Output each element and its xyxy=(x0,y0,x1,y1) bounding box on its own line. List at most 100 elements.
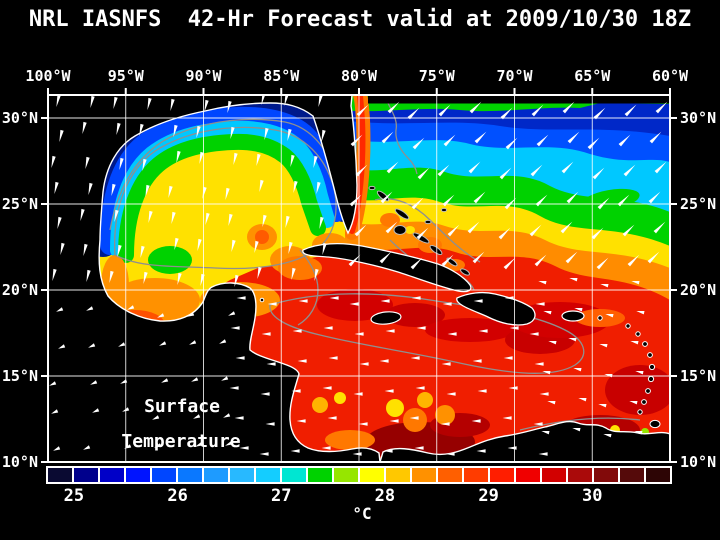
vector-arrow xyxy=(313,155,318,168)
vector-arrow xyxy=(316,181,321,194)
vector-arrow xyxy=(168,185,173,198)
vector-arrow xyxy=(117,244,122,257)
vector-arrow xyxy=(284,95,289,106)
vector-arrow xyxy=(417,167,430,180)
vector-arrow xyxy=(548,341,557,345)
vector-arrow xyxy=(587,137,600,150)
vector-arrow xyxy=(603,434,612,438)
vector-arrow xyxy=(573,368,582,372)
colorbar-cell xyxy=(490,468,514,482)
vector-arrow xyxy=(535,194,548,207)
colorbar-cell xyxy=(256,468,280,482)
lat-tick-label-right: 10°N xyxy=(680,453,716,471)
vector-arrow xyxy=(322,386,332,390)
vector-arrow xyxy=(354,332,364,336)
vector-arrow xyxy=(635,371,644,375)
vector-arrow xyxy=(118,342,126,347)
vector-arrow xyxy=(350,134,363,147)
vector-arrow xyxy=(234,274,239,287)
vector-arrow xyxy=(533,422,543,426)
vector-arrow xyxy=(285,215,290,228)
colorbar-cell xyxy=(620,468,644,482)
vector-arrow xyxy=(441,254,454,267)
vector-arrow xyxy=(124,444,132,449)
colorbar-cell xyxy=(516,468,540,482)
vector-arrow xyxy=(648,191,661,204)
vector-arrow xyxy=(636,311,645,315)
vector-arrow xyxy=(562,101,575,114)
vector-arrow xyxy=(438,104,451,117)
colorbar-cell xyxy=(178,468,202,482)
vector-arrow xyxy=(441,362,451,366)
vector-arrow xyxy=(298,299,308,303)
vector-arrow xyxy=(329,296,339,300)
vector-arrow xyxy=(254,240,259,253)
vector-arrow xyxy=(318,95,323,107)
lon-tick-label: 95°W xyxy=(108,67,145,85)
vector-arrow xyxy=(530,164,543,177)
vector-arrow xyxy=(476,449,486,453)
vector-arrow xyxy=(600,284,609,288)
vector-arrow xyxy=(384,389,394,393)
vector-arrow xyxy=(468,161,481,174)
vector-arrow xyxy=(262,214,267,227)
colorbar-cell xyxy=(152,468,176,482)
wind-arrows xyxy=(49,95,668,456)
vector-arrow xyxy=(631,281,640,285)
islands-lesser-antilles xyxy=(259,297,661,429)
vector-arrow xyxy=(508,386,518,390)
vector-arrow xyxy=(386,161,399,174)
vector-arrow xyxy=(565,251,578,264)
vector-arrow xyxy=(387,101,400,114)
vector-arrow xyxy=(323,326,333,330)
vector-arrow xyxy=(225,187,230,200)
vector-arrow xyxy=(60,242,65,255)
vector-arrow xyxy=(617,194,630,207)
vector-arrow xyxy=(233,152,238,165)
vector-arrow xyxy=(159,341,167,346)
lat-axis-labels-left: 30°N 25°N 20°N 15°N 10°N xyxy=(2,109,38,471)
vector-arrow xyxy=(507,446,517,450)
vector-arrow xyxy=(592,167,605,180)
lon-tick-label: 100°W xyxy=(25,67,71,85)
vector-arrow xyxy=(356,104,369,117)
vector-arrow xyxy=(202,186,207,199)
colorbar-tick-label: 29 xyxy=(478,486,499,506)
vector-arrow xyxy=(239,446,249,450)
vector-arrow xyxy=(109,270,114,283)
vector-arrow xyxy=(205,212,210,225)
vector-arrow xyxy=(219,339,227,344)
vector-arrow xyxy=(569,278,578,282)
land-north-america-mexico xyxy=(48,95,381,462)
vector-arrow xyxy=(199,151,204,164)
vector-arrow xyxy=(120,379,128,384)
vector-arrow xyxy=(56,307,64,312)
colorbar-cell xyxy=(308,468,332,482)
island-cuba xyxy=(302,243,472,293)
vector-arrow xyxy=(322,242,327,255)
colorbar-unit-label: °C xyxy=(352,504,372,523)
vector-arrow xyxy=(410,257,423,270)
vector-arrow xyxy=(442,194,455,207)
vector-arrow xyxy=(541,431,550,435)
vector-arrow xyxy=(445,452,455,456)
vector-arrow xyxy=(649,131,662,144)
vector-arrow xyxy=(235,356,245,360)
vector-arrow xyxy=(80,208,85,221)
vector-arrow xyxy=(653,221,666,234)
lat-tick-label-left: 20°N xyxy=(2,281,38,299)
vector-arrow xyxy=(442,302,452,306)
gulf-stream-plume xyxy=(345,95,371,240)
colorbar xyxy=(46,466,672,484)
vector-arrow xyxy=(114,209,119,222)
lon-tick-label: 60°W xyxy=(652,67,689,85)
vector-arrow xyxy=(257,266,262,279)
vector-arrow xyxy=(82,121,87,134)
colorbar-cell xyxy=(464,468,488,482)
vector-arrow xyxy=(139,123,144,136)
lon-tick-label: 75°W xyxy=(419,67,456,85)
vector-arrow xyxy=(578,398,587,402)
vector-arrow xyxy=(447,224,460,237)
vector-arrow xyxy=(152,415,160,420)
